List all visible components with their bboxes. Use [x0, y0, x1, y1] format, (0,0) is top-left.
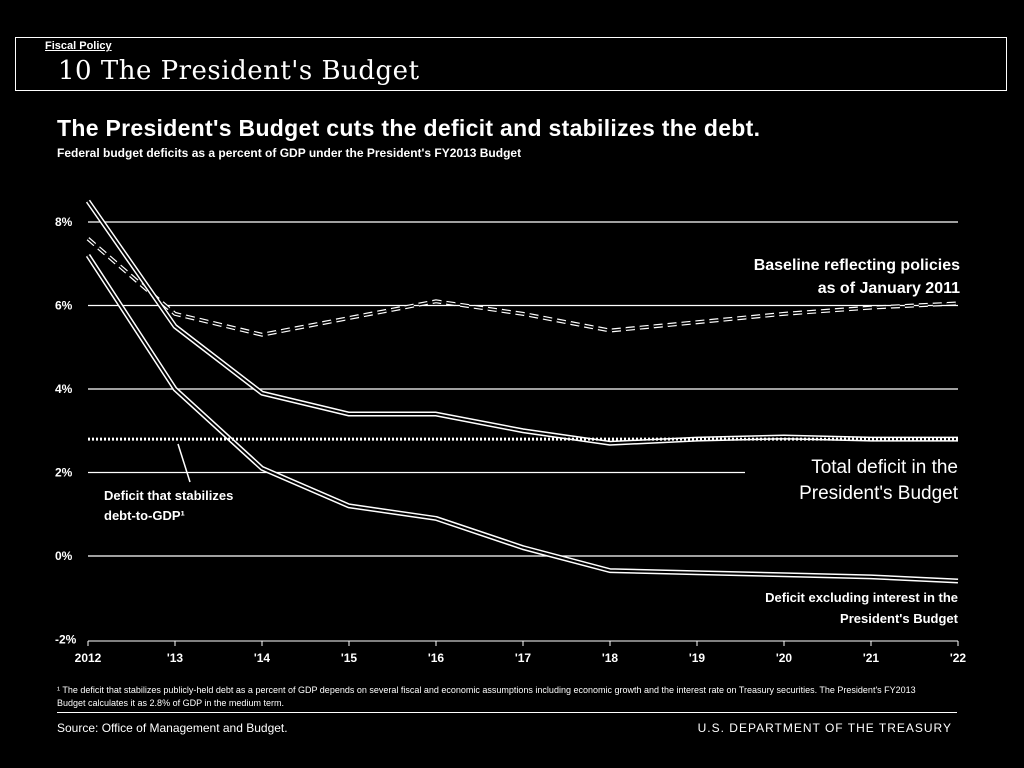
header-frame	[15, 37, 1007, 91]
y-tick-label: 6%	[55, 299, 73, 313]
data-point	[175, 439, 176, 440]
x-tick-label: '22	[950, 651, 967, 665]
label-backdrop	[745, 450, 960, 508]
x-tick-label: '16	[428, 651, 445, 665]
total-deficit-series-line-core	[87, 200, 958, 445]
total-deficit-label: Total deficit in the	[811, 457, 958, 478]
y-tick-label: 4%	[55, 382, 73, 396]
x-tick-label: '14	[254, 651, 271, 665]
chart-title: The President's Budget cuts the deficit …	[57, 115, 761, 141]
data-point	[349, 318, 350, 319]
primary-deficit-label: President's Budget	[840, 611, 959, 626]
stabilize-label: Deficit that stabilizes	[104, 488, 233, 503]
y-tick-label: 8%	[55, 215, 73, 229]
chart-subtitle: Federal budget deficits as a percent of …	[57, 146, 522, 160]
deficit-chart: 8% 6% 4% 2% 0% -2% 2012 '13 '14 '15 '16 '17 '18 '19 '2…	[55, 199, 967, 665]
agency-name: U.S. DEPARTMENT OF THE TREASURY	[697, 721, 952, 735]
total-deficit-series-line	[85, 199, 958, 446]
x-tick-label: '19	[689, 651, 706, 665]
data-point	[958, 303, 959, 304]
y-tick-label: -2%	[55, 633, 77, 647]
page-title-text: The President's Budget	[100, 56, 420, 86]
footer-rule	[57, 712, 957, 713]
y-tick-label: 2%	[55, 466, 73, 480]
primary-deficit-series-line-core	[87, 254, 959, 583]
baseline-label: as of January 2011	[818, 280, 960, 297]
x-tick-label: '17	[515, 651, 532, 665]
total-deficit-label: President's Budget	[799, 483, 959, 504]
primary-deficit-label: Deficit excluding interest in the	[765, 590, 958, 605]
x-tick-label: '20	[776, 651, 793, 665]
stabilize-label: debt-to-GDP¹	[104, 508, 185, 523]
data-point	[523, 439, 524, 440]
x-tick-label: '21	[863, 651, 880, 665]
baseline-series-core	[87, 238, 959, 336]
x-tick-label: 2012	[75, 651, 102, 665]
primary-deficit-series-line	[85, 254, 959, 584]
y-tick-label: 0%	[55, 549, 73, 563]
section-label: Fiscal Policy	[45, 40, 112, 52]
x-tick-label: '18	[602, 651, 619, 665]
footnote: ¹ The deficit that stabilizes publicly-h…	[57, 685, 916, 708]
page-number: 10	[58, 56, 93, 86]
baseline-label: Baseline reflecting policies	[754, 257, 960, 274]
x-tick-label: '13	[167, 651, 184, 665]
page-title: 10 The President's Budget	[58, 56, 420, 86]
data-point	[610, 330, 611, 331]
stabilize-leader-line	[177, 443, 191, 483]
source-note: Source: Office of Management and Budget.	[57, 721, 288, 735]
x-tick-label: '15	[341, 651, 358, 665]
